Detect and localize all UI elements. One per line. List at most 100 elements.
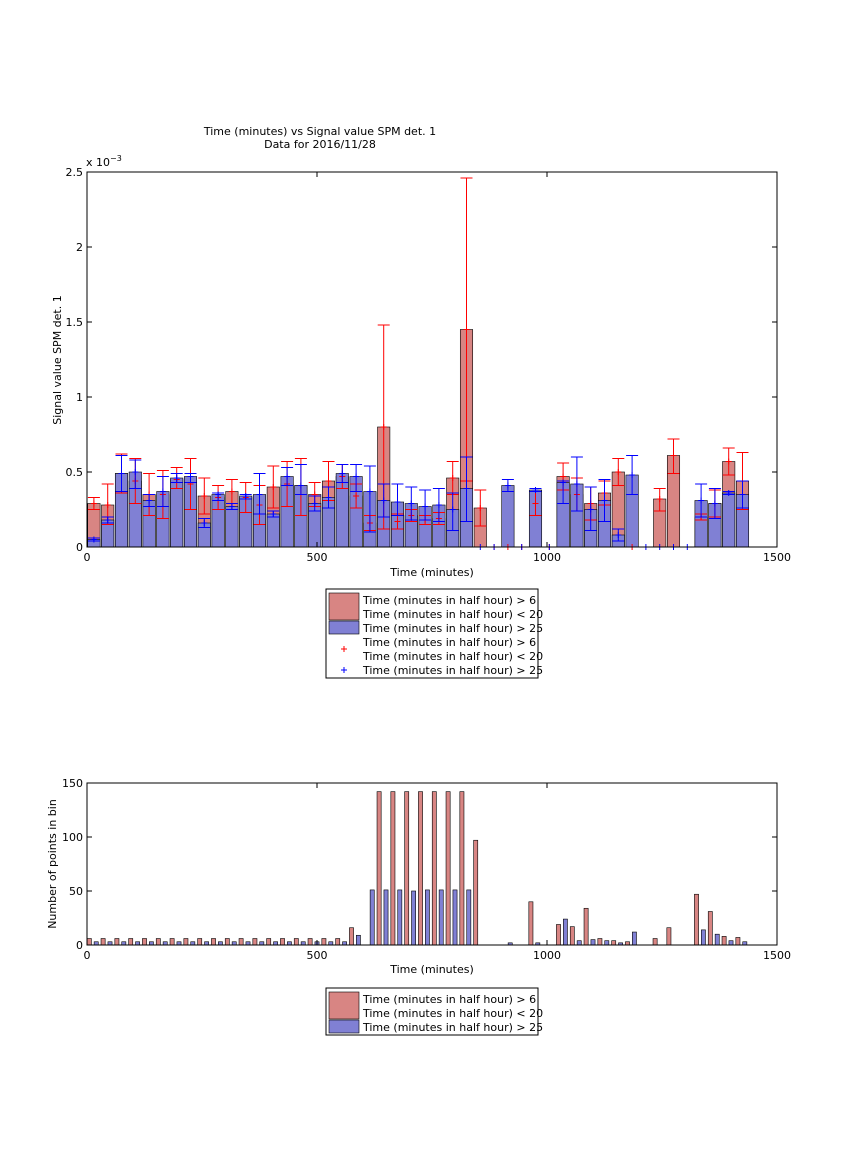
- bar-s0-20: [376, 791, 382, 946]
- bar-s0-0: [86, 938, 92, 946]
- errorbar-s1-39: [626, 455, 639, 495]
- errorbar-s0-44: [722, 447, 735, 476]
- ytick-label: 0: [76, 939, 83, 952]
- errorbar-s1-0: [87, 536, 100, 543]
- chart1-exponent: x 10−3: [86, 154, 122, 169]
- errorbar-s1-37: [598, 479, 611, 522]
- bar-s1-24: [425, 889, 430, 946]
- bar-s0-16: [307, 938, 313, 946]
- chart1-ylabel: Signal value SPM det. 1: [51, 295, 64, 425]
- chart1-axes-box: [86, 171, 778, 548]
- xtick-label: 0: [84, 551, 91, 564]
- errorbar-s1-44: [695, 483, 708, 518]
- bar-s0-36: [666, 927, 672, 946]
- xtick-label: 1000: [533, 551, 561, 564]
- errorbar-s1-27: [460, 456, 473, 522]
- legend-label-3-0: Time (minutes in half hour) > 25: [362, 664, 543, 677]
- bar-s1-38: [728, 940, 734, 946]
- errorbar-s0-0: [87, 497, 100, 510]
- errorbar-s1-7: [184, 473, 197, 483]
- bar-s1-31: [576, 940, 582, 946]
- errorbar-s1-24: [419, 489, 432, 521]
- errorbar-s1-17: [322, 486, 335, 509]
- errorbar-s1-14: [281, 467, 294, 486]
- legend-label-0-1: Time (minutes in half hour) < 20: [362, 1007, 543, 1020]
- errorbar-s0-38: [612, 458, 625, 486]
- bar-s0-37: [694, 893, 699, 946]
- errorbar-s1-26: [446, 492, 459, 531]
- ytick-label: 0: [76, 541, 83, 554]
- chart2-xlabel: Time (minutes): [389, 963, 474, 976]
- legend-label-1-0: Time (minutes in half hour) > 25: [362, 622, 543, 635]
- bar-s0-11: [238, 938, 244, 946]
- errorbar-s0-40: [653, 488, 666, 512]
- errorbar-s1-25: [432, 488, 445, 522]
- errorbar-s0-13: [267, 465, 280, 509]
- errorbar-s0-41: [667, 438, 680, 474]
- errorbar-s1-22: [391, 483, 404, 516]
- ytick-label: 1: [76, 391, 83, 404]
- legend-box: [325, 987, 539, 1036]
- bar-s0-19: [349, 927, 354, 946]
- ytick-label: 1.5: [66, 316, 84, 329]
- ytick-label: 0.5: [66, 466, 84, 479]
- bar-s1-32: [590, 939, 596, 946]
- errorbar-s1-32: [529, 487, 542, 493]
- bar-s0-29: [556, 924, 561, 946]
- errorbar-s1-2: [115, 455, 128, 492]
- bar-s0-28: [528, 901, 534, 946]
- chart1-title: Time (minutes) vs Signal value SPM det. …: [203, 125, 436, 138]
- bar-s0-15: [293, 938, 299, 946]
- bar-s0-17: [321, 938, 327, 946]
- bar-s1-22: [397, 889, 403, 946]
- legend-swatch-1: [328, 620, 360, 635]
- bar-s0-40: [735, 937, 741, 946]
- chart2-bars: [86, 791, 748, 946]
- count-chart: 0 500 1000 1500 0 50 100 150 Time (minutes) Num…: [46, 777, 791, 1036]
- chart1-subtitle: Data for 2016/11/28: [264, 138, 376, 151]
- errorbar-s1-47: [736, 480, 749, 509]
- errorbar-s0-34: [557, 462, 570, 491]
- bar-s1-21: [383, 889, 389, 946]
- ytick-label: 2.5: [66, 166, 84, 179]
- bar-s0-31: [583, 907, 589, 946]
- errorbar-s1-46: [722, 490, 735, 496]
- bar-s1-30: [563, 918, 568, 946]
- legend-label-2-0: Time (minutes in half hour) > 6: [362, 636, 536, 649]
- legend-label-0-0: Time (minutes in half hour) > 6: [362, 993, 536, 1006]
- bar-s0-7: [183, 938, 189, 946]
- bar-s1-20: [369, 889, 375, 946]
- chart1-ticks: 0 500 1000 1500 0 0.5 1 1.5 2 2.5: [66, 166, 792, 564]
- bar-s0-25: [445, 791, 451, 946]
- bar-s0-33: [611, 940, 617, 946]
- errorbar-s1-38: [612, 528, 625, 542]
- errorbar-s0-28: [474, 489, 487, 527]
- bar-s1-10: [225, 506, 239, 548]
- errorbar-s1-9: [212, 491, 225, 501]
- legend-label-2-1: Time (minutes in half hour) < 20: [362, 650, 543, 663]
- bar-s0-8: [197, 938, 203, 946]
- bar-s0-18: [335, 938, 341, 946]
- errorbar-s1-11: [239, 493, 252, 500]
- ytick-label: 50: [69, 885, 83, 898]
- bar-s0-22: [404, 791, 410, 946]
- chart1-xlabel: Time (minutes): [389, 566, 474, 579]
- errorbar-s0-7: [184, 458, 197, 510]
- xtick-label: 1000: [533, 949, 561, 962]
- bar-s0-12: [252, 938, 258, 946]
- bar-s0-38: [707, 911, 713, 946]
- bar-s0-10: [224, 938, 230, 946]
- chart1-bars: [87, 329, 750, 548]
- bar-s0-39: [721, 936, 727, 946]
- signal-chart: Time (minutes) vs Signal value SPM det. …: [51, 125, 792, 679]
- errorbar-s1-1: [101, 516, 114, 524]
- bar-s0-4: [142, 938, 147, 946]
- xtick-label: 1500: [763, 551, 791, 564]
- bar-s1-46: [722, 492, 736, 548]
- errorbar-s1-35: [570, 456, 583, 512]
- legend-label-1-0: Time (minutes in half hour) > 25: [362, 1021, 543, 1034]
- bar-s1-30: [501, 485, 515, 548]
- errorbar-s1-21: [377, 483, 390, 518]
